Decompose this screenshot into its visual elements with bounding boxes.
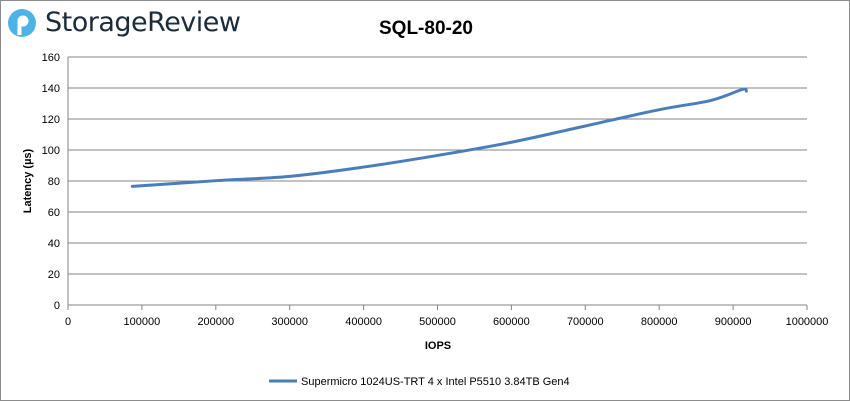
x-tick-label: 600000 bbox=[493, 316, 530, 328]
chart-title: SQL-80-20 bbox=[379, 18, 473, 39]
y-tick-label: 100 bbox=[42, 145, 60, 157]
x-tick-label: 0 bbox=[65, 316, 71, 328]
y-axis-label: Latency (µs) bbox=[22, 148, 34, 213]
y-tick-label: 0 bbox=[54, 300, 60, 312]
x-tick-label: 300000 bbox=[271, 316, 308, 328]
x-tick-label: 200000 bbox=[197, 316, 234, 328]
y-tick-label: 60 bbox=[48, 207, 60, 219]
x-tick-label: 800000 bbox=[641, 316, 678, 328]
x-tick-label: 500000 bbox=[419, 316, 456, 328]
x-axis-label: IOPS bbox=[425, 340, 451, 352]
x-tick-label: 100000 bbox=[124, 316, 161, 328]
y-tick-label: 120 bbox=[42, 114, 60, 126]
y-tick-label: 20 bbox=[48, 269, 60, 281]
y-tick-label: 160 bbox=[42, 52, 60, 64]
logo-icon bbox=[8, 8, 36, 37]
storagereview-logo: StorageReview bbox=[7, 7, 241, 38]
x-tick-label: 400000 bbox=[345, 316, 382, 328]
logo-text: StorageReview bbox=[45, 7, 241, 38]
legend-label: Supermicro 1024US-TRT 4 x Intel P5510 3.… bbox=[301, 376, 570, 388]
y-tick-label: 80 bbox=[48, 176, 60, 188]
x-tick-label: 900000 bbox=[715, 316, 752, 328]
x-tick-label: 700000 bbox=[567, 316, 604, 328]
series-line bbox=[130, 87, 748, 188]
y-tick-label: 140 bbox=[42, 83, 60, 95]
x-tick-label: 1000000 bbox=[786, 316, 829, 328]
y-tick-label: 40 bbox=[48, 238, 60, 250]
